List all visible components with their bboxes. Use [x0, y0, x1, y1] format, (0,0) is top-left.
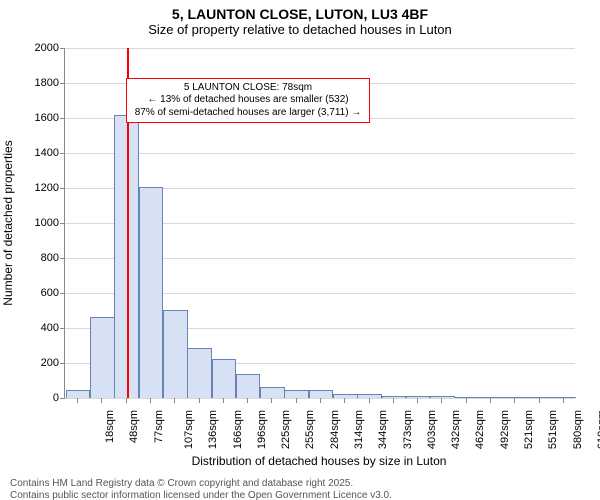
xtick-mark — [344, 398, 345, 403]
ytick-label: 1400 — [35, 147, 65, 159]
xtick-label: 255sqm — [305, 410, 317, 449]
xtick-mark — [174, 398, 175, 403]
xtick-label: 166sqm — [232, 410, 244, 449]
xtick-mark — [320, 398, 321, 403]
xtick-label: 344sqm — [377, 410, 389, 449]
histogram-bar — [187, 348, 212, 398]
xtick-mark — [199, 398, 200, 403]
xtick-label: 403sqm — [426, 410, 438, 449]
histogram-bar — [212, 359, 237, 398]
xtick-mark — [514, 398, 515, 403]
xtick-label: 492sqm — [499, 410, 511, 449]
xtick-mark — [417, 398, 418, 403]
chart-subtitle: Size of property relative to detached ho… — [0, 22, 600, 37]
xtick-mark — [150, 398, 151, 403]
chart-container: 5, LAUNTON CLOSE, LUTON, LU3 4BF Size of… — [0, 6, 600, 500]
ytick-label: 600 — [41, 287, 65, 299]
x-axis-label: Distribution of detached houses by size … — [192, 454, 447, 468]
xtick-label: 136sqm — [207, 410, 219, 449]
gridline — [65, 153, 575, 154]
xtick-label: 18sqm — [104, 410, 116, 443]
xtick-label: 373sqm — [402, 410, 414, 449]
attribution: Contains HM Land Registry data © Crown c… — [10, 478, 392, 500]
ytick-label: 1000 — [35, 217, 65, 229]
xtick-mark — [490, 398, 491, 403]
ytick-label: 1200 — [35, 182, 65, 194]
xtick-mark — [296, 398, 297, 403]
xtick-mark — [126, 398, 127, 403]
annotation-box: 5 LAUNTON CLOSE: 78sqm← 13% of detached … — [126, 78, 371, 124]
xtick-label: 196sqm — [256, 410, 268, 449]
xtick-label: 225sqm — [280, 410, 292, 449]
histogram-bar — [66, 390, 91, 398]
ytick-label: 800 — [41, 252, 65, 264]
histogram-bar — [284, 390, 309, 398]
xtick-mark — [539, 398, 540, 403]
y-axis-label: Number of detached properties — [1, 140, 15, 305]
xtick-mark — [101, 398, 102, 403]
histogram-bar — [260, 387, 285, 399]
xtick-label: 551sqm — [547, 410, 559, 449]
attribution-line1: Contains HM Land Registry data © Crown c… — [10, 478, 392, 490]
ytick-label: 1600 — [35, 112, 65, 124]
histogram-bar — [236, 374, 261, 398]
plot-wrap: 020040060080010001200140016001800200018s… — [64, 48, 574, 398]
ytick-label: 2000 — [35, 42, 65, 54]
xtick-label: 314sqm — [353, 410, 365, 449]
chart-title: 5, LAUNTON CLOSE, LUTON, LU3 4BF — [0, 6, 600, 22]
annotation-line3: 87% of semi-detached houses are larger (… — [135, 107, 362, 120]
xtick-mark — [441, 398, 442, 403]
histogram-bar — [139, 187, 164, 398]
xtick-mark — [271, 398, 272, 403]
ytick-label: 0 — [53, 392, 65, 404]
xtick-label: 521sqm — [523, 410, 535, 449]
gridline — [65, 48, 575, 49]
ytick-label: 400 — [41, 322, 65, 334]
annotation-line1: 5 LAUNTON CLOSE: 78sqm — [135, 82, 362, 95]
histogram-bar — [382, 396, 407, 398]
xtick-label: 610sqm — [596, 410, 600, 449]
plot-area: 020040060080010001200140016001800200018s… — [64, 48, 575, 399]
xtick-mark — [247, 398, 248, 403]
xtick-label: 48sqm — [128, 410, 140, 443]
ytick-label: 200 — [41, 357, 65, 369]
histogram-bar — [309, 390, 334, 398]
xtick-label: 107sqm — [183, 410, 195, 449]
xtick-label: 462sqm — [475, 410, 487, 449]
histogram-bar — [552, 397, 577, 398]
xtick-mark — [563, 398, 564, 403]
attribution-line2: Contains public sector information licen… — [10, 490, 392, 500]
xtick-label: 580sqm — [572, 410, 584, 449]
ytick-label: 1800 — [35, 77, 65, 89]
xtick-mark — [466, 398, 467, 403]
histogram-bar — [90, 317, 115, 399]
xtick-mark — [223, 398, 224, 403]
annotation-line2: ← 13% of detached houses are smaller (53… — [135, 94, 362, 107]
xtick-label: 284sqm — [329, 410, 341, 449]
xtick-mark — [369, 398, 370, 403]
xtick-mark — [393, 398, 394, 403]
xtick-label: 432sqm — [450, 410, 462, 449]
xtick-label: 77sqm — [153, 410, 165, 443]
xtick-mark — [77, 398, 78, 403]
histogram-bar — [163, 310, 188, 399]
